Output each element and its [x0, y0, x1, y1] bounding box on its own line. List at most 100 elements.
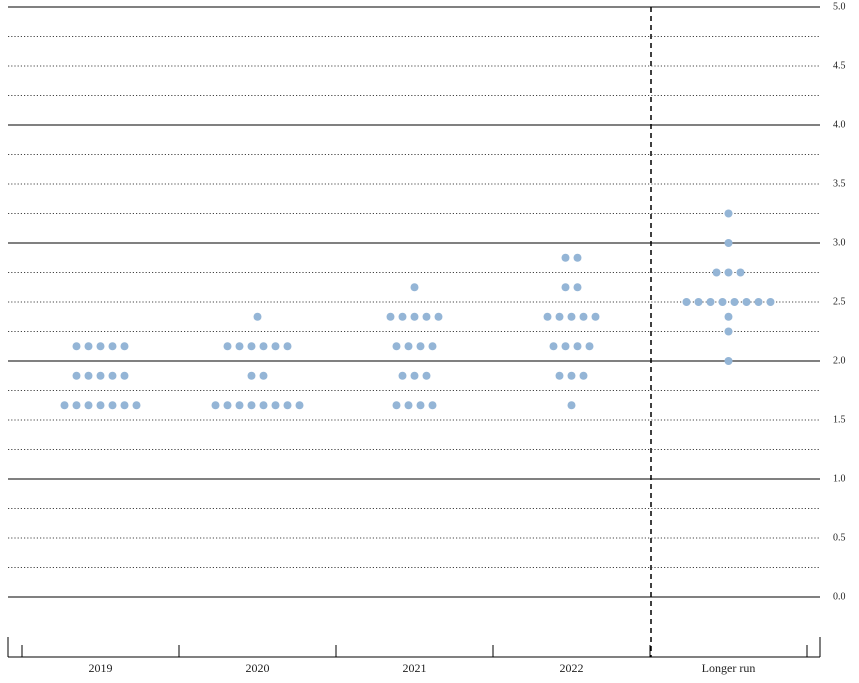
dot	[235, 342, 244, 351]
dot	[555, 371, 564, 380]
dot	[247, 371, 256, 380]
dot	[60, 401, 69, 410]
y-tick-label: 3.0	[833, 237, 846, 248]
dot	[724, 239, 733, 247]
x-tick-label: 2021	[403, 661, 427, 675]
dot	[259, 401, 268, 410]
y-tick-label: 2.5	[833, 296, 846, 307]
dot	[404, 401, 413, 410]
dot	[96, 342, 105, 351]
dot	[398, 312, 407, 321]
dot	[271, 342, 280, 351]
dot	[428, 342, 437, 351]
dot	[742, 298, 751, 306]
dot	[724, 327, 733, 336]
dot	[410, 283, 419, 292]
dot	[422, 371, 431, 380]
dot	[754, 298, 763, 306]
dot	[567, 371, 576, 380]
dot	[730, 298, 739, 306]
dot	[247, 342, 256, 351]
dot	[392, 401, 401, 410]
dot	[253, 312, 262, 321]
dot	[718, 298, 727, 306]
dot	[410, 312, 419, 321]
dot	[434, 312, 443, 321]
x-tick-label: 2020	[246, 661, 270, 675]
y-tick-label: 0.5	[833, 532, 846, 543]
dot	[561, 253, 570, 262]
dot	[108, 371, 117, 380]
dot	[567, 312, 576, 321]
dot	[283, 342, 292, 351]
dot	[410, 371, 419, 380]
dot	[120, 371, 129, 380]
dot	[567, 401, 576, 410]
y-tick-label: 0.0	[833, 591, 846, 602]
dot	[724, 268, 733, 277]
dot	[573, 253, 582, 262]
dot	[120, 401, 129, 410]
dot	[295, 401, 304, 410]
dot	[72, 371, 81, 380]
dot	[283, 401, 292, 410]
dot	[108, 342, 117, 351]
dot	[736, 268, 745, 277]
dot	[398, 371, 407, 380]
dot	[386, 312, 395, 321]
dot	[72, 342, 81, 351]
dot	[724, 209, 733, 218]
dot	[96, 401, 105, 410]
y-tick-label: 4.5	[833, 60, 846, 71]
dot	[404, 342, 413, 351]
y-tick-label: 4.0	[833, 119, 846, 130]
dot	[223, 342, 232, 351]
y-tick-label: 1.5	[833, 414, 846, 425]
dot	[694, 298, 703, 306]
dot	[223, 401, 232, 410]
x-tick-label: Longer run	[702, 661, 756, 675]
dot	[682, 298, 691, 306]
dot	[579, 312, 588, 321]
dot	[84, 401, 93, 410]
dot	[416, 342, 425, 351]
y-tick-label: 1.0	[833, 473, 846, 484]
dot	[84, 371, 93, 380]
dot	[561, 283, 570, 292]
dot	[428, 401, 437, 410]
dot	[561, 342, 570, 351]
dot	[247, 401, 256, 410]
dot	[573, 342, 582, 351]
dot	[706, 298, 715, 306]
dot	[235, 401, 244, 410]
dot	[392, 342, 401, 351]
dot	[712, 268, 721, 277]
dot	[72, 401, 81, 410]
dot	[579, 371, 588, 380]
dot	[259, 342, 268, 351]
dot	[591, 312, 600, 321]
y-tick-label: 2.0	[833, 355, 846, 366]
dot	[416, 401, 425, 410]
dot	[543, 312, 552, 321]
y-tick-label: 5.0	[833, 1, 846, 12]
dot	[766, 298, 775, 306]
dot	[108, 401, 117, 410]
dot	[555, 312, 564, 321]
dot	[422, 312, 431, 321]
dot	[573, 283, 582, 292]
dot	[724, 312, 733, 321]
dot	[585, 342, 594, 351]
dot	[271, 401, 280, 410]
x-tick-label: 2022	[560, 661, 584, 675]
y-tick-label: 3.5	[833, 178, 846, 189]
dot	[132, 401, 141, 410]
dot	[120, 342, 129, 351]
dot	[96, 371, 105, 380]
dot	[724, 357, 733, 365]
dot	[549, 342, 558, 351]
x-tick-label: 2019	[89, 661, 113, 675]
dot	[259, 371, 268, 380]
dot	[84, 342, 93, 351]
